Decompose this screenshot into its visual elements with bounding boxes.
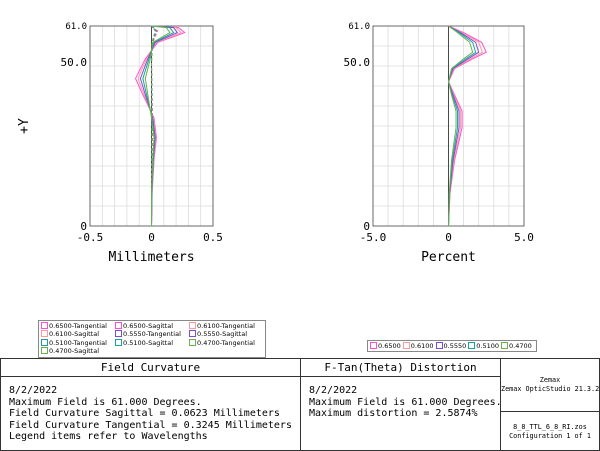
field-curvature-x-axis-label: Millimeters [108, 250, 194, 265]
field-curvature-legend-item: 0.5100-Sagittal [115, 338, 189, 347]
distortion-series-04700 [447, 25, 474, 227]
distortion-y-tick-label: 61.0 [348, 22, 370, 32]
field-curvature-info-line: Maximum Field is 61.000 Degrees. [9, 396, 202, 408]
field-curvature-x-tick-label: 0.5 [203, 231, 223, 244]
field-curvature-info-line: Field Curvature Tangential = 0.3245 Mill… [9, 419, 292, 431]
field-curvature-legend-label: 0.5100-Sagittal [123, 338, 174, 347]
distortion-legend-label: 0.4700 [509, 342, 532, 350]
field-curvature-legend-label: 0.6100-Tangential [197, 322, 255, 330]
field-curvature-y-tick-label: 50.0 [61, 56, 88, 69]
distortion-legend-item: 0.5550 [435, 342, 467, 350]
legend-swatch-icon [402, 342, 410, 349]
field-curvature-title: Field Curvature [1, 359, 300, 377]
field-curvature-legend-item: 0.6100-Sagittal [41, 330, 115, 338]
field-curvature-legend-label: 0.5550-Sagittal [197, 330, 248, 339]
distortion-legend-item: 0.4700 [501, 342, 532, 350]
distortion-legend-label: 0.5100 [476, 342, 499, 350]
legend-swatch-icon [189, 330, 196, 338]
legend-swatch-icon [115, 338, 122, 346]
field-curvature-legend-item: 0.4700-Tangential [189, 338, 263, 347]
field-curvature-text: 8/2/2022 Maximum Field is 61.000 Degrees.… [9, 385, 292, 443]
field-curvature-info-line: Field Curvature Sagittal = 0.0623 Millim… [9, 408, 280, 420]
field-curvature-legend-item: 0.4700-Sagittal [41, 347, 115, 355]
field-curvature-x-tick-label: 0 [148, 231, 155, 244]
field-curvature-info-line: Legend items refer to Wavelengths [9, 431, 208, 443]
field-curvature-legend-label: 0.6500-Tangential [49, 322, 107, 330]
field-curvature-series-04700-sagittal [150, 25, 156, 227]
field-curvature-legend-item: 0.6100-Tangential [189, 322, 263, 330]
legend-swatch-icon [41, 322, 48, 329]
distortion-y-tick-label: 0 [363, 220, 370, 233]
field-curvature-legend-item: 0.5550-Sagittal [189, 330, 263, 338]
distortion-x-axis-label: Percent [421, 250, 476, 265]
distortion-text: 8/2/2022 Maximum Field is 61.000 Degrees.… [309, 385, 502, 420]
field-curvature-legend-item: 0.6500-Tangential [41, 322, 115, 330]
distortion-x-tick-label: 5.0 [514, 231, 534, 244]
distortion-legend-label: 0.5550 [443, 342, 467, 350]
field-curvature-info-panel: Field Curvature 8/2/2022 Maximum Field is… [0, 358, 301, 451]
legend-swatch-icon [435, 342, 443, 349]
distortion-x-tick-label: -5.0 [360, 231, 387, 244]
distortion-y-tick-label: 50.0 [344, 56, 371, 69]
field-curvature-info-line: 8/2/2022 [9, 385, 58, 396]
legend-swatch-icon [501, 342, 508, 349]
field-curvature-y-tick-label: 0 [80, 220, 87, 233]
field-curvature-y-axis-label: +Y [17, 118, 32, 134]
field-curvature-x-tick-label: -0.5 [77, 231, 104, 244]
legend-swatch-icon [41, 347, 48, 355]
distortion-x-tick-label: 0 [445, 231, 452, 244]
distortion-legend-label: 0.6100 [410, 342, 434, 350]
field-curvature-y-tick-label: 61.0 [65, 22, 87, 32]
configuration-label: Configuration 1 of 1 [509, 432, 591, 440]
field-curvature-legend-item: 0.5100-Tangential [41, 338, 115, 347]
legend-swatch-icon [370, 342, 377, 349]
field-curvature-legend-label: 0.5550-Tangential [123, 330, 181, 339]
distortion-legend-item: 0.6100 [402, 342, 434, 350]
distortion-legend-item: 0.6500 [370, 342, 401, 350]
legend-swatch-icon [189, 322, 196, 329]
field-curvature-series-04700-tangential [144, 25, 171, 227]
field-curvature-legend-label: 0.4700-Sagittal [49, 347, 100, 356]
field-curvature-legend-label: 0.4700-Tangential [197, 338, 255, 347]
distortion-info-line: Maximum Field is 61.000 Degrees. [309, 396, 502, 408]
legend-swatch-icon [189, 338, 196, 346]
distortion-legend-label: 0.6500 [378, 342, 401, 350]
file-name: 8_8_TTL_6_8_RI.zos [513, 423, 587, 431]
distortion-info-line: 8/2/2022 [309, 385, 358, 396]
legend-swatch-icon [468, 342, 476, 349]
zemax-version: Zemax OpticStudio 21.3.2 [501, 385, 600, 393]
field-curvature-legend-label: 0.5100-Tangential [49, 338, 107, 347]
field-curvature-legend: 0.6500-Tangential 0.6500-Sagittal 0.6100-T… [38, 320, 266, 358]
field-curvature-legend-label: 0.6500-Sagittal [123, 322, 174, 330]
distortion-info-line: Maximum distortion = 2.5874% [309, 408, 478, 420]
legend-swatch-icon [41, 330, 48, 338]
legend-swatch-icon [115, 322, 122, 329]
distortion-legend-item: 0.5100 [468, 342, 499, 350]
field-curvature-legend-item: 0.6500-Sagittal [115, 322, 189, 330]
legend-swatch-icon [41, 338, 48, 346]
zemax-info-panel: Zemax Zemax OpticStudio 21.3.2 8_8_TTL_6… [500, 358, 600, 451]
legend-swatch-icon [115, 330, 122, 338]
distortion-legend: 0.6500 0.6100 0.5550 0.5100 0.4700 [367, 340, 537, 353]
field-curvature-legend-item: 0.5550-Tangential [115, 330, 189, 338]
distortion-info-panel: F-Tan(Theta) Distortion 8/2/2022 Maximum … [300, 358, 502, 451]
zemax-brand: Zemax [539, 376, 561, 384]
field-curvature-legend-label: 0.6100-Sagittal [49, 330, 100, 339]
distortion-title: F-Tan(Theta) Distortion [301, 359, 500, 377]
